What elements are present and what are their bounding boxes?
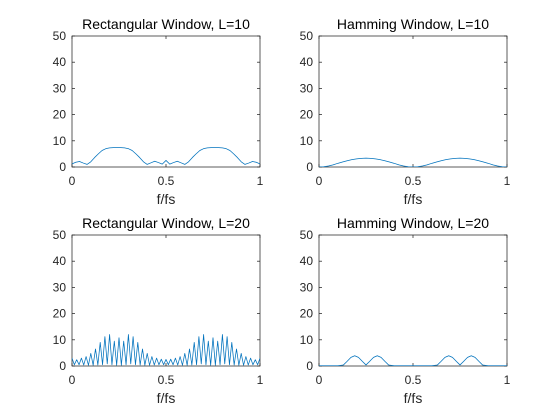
subplot-1-xlabel: f/fs	[157, 191, 176, 207]
subplot-1-ytick-label: 10	[53, 134, 67, 148]
subplot-2-ytick-label: 10	[300, 134, 314, 148]
subplot-3: 0 10 20 30 40 50 0 0.5 1 Rectangular Window, L=20…	[53, 215, 264, 406]
subplot-3-ytick-label: 20	[53, 307, 67, 321]
subplot-3-axes-frame	[71, 234, 261, 367]
subplot-1-xtick-label: 1	[257, 174, 264, 188]
subplot-4-ytick-label: 30	[300, 280, 314, 294]
subplot-2-xtick-label: 0.5	[405, 174, 422, 188]
subplot-3-ytick-label: 10	[53, 333, 67, 347]
subplot-1-series-line	[72, 147, 260, 165]
subplot-1-title: Rectangular Window, L=10	[82, 16, 250, 32]
subplot-2-title: Hamming Window, L=10	[337, 16, 489, 32]
subplot-3-ytick-label: 0	[59, 359, 66, 373]
subplot-1-ytick-label: 20	[53, 108, 67, 122]
subplot-1: 0 10 20 30 40 50 0 0.5 1 Rectangular Window, L=10…	[53, 16, 264, 207]
subplot-2-xtick-label: 1	[504, 174, 511, 188]
subplot-4-ytick-label: 0	[306, 359, 313, 373]
subplot-2-ytick-label: 30	[300, 81, 314, 95]
subplot-2-xlabel: f/fs	[404, 191, 423, 207]
subplot-4-ytick-label: 40	[300, 254, 314, 268]
subplot-2-xtick-label: 0	[316, 174, 323, 188]
subplot-2-ytick-label: 20	[300, 108, 314, 122]
subplot-4-xtick-label: 0.5	[405, 373, 422, 387]
subplot-2-ytick-label: 0	[306, 160, 313, 174]
subplot-1-axes-frame	[71, 35, 261, 168]
subplot-3-ytick-label: 40	[53, 254, 67, 268]
subplot-1-xtick-label: 0	[69, 174, 76, 188]
subplot-4-ytick-label: 50	[300, 228, 314, 242]
subplot-4-axes-frame	[318, 234, 508, 367]
subplot-2-ytick-label: 50	[300, 29, 314, 43]
subplot-4-ytick-label: 20	[300, 307, 314, 321]
subplot-3-xtick-label: 1	[257, 373, 264, 387]
subplot-4-xtick-label: 0	[316, 373, 323, 387]
subplot-4-series-line	[319, 355, 507, 366]
subplot-1-ytick-label: 0	[59, 160, 66, 174]
subplot-3-ytick-label: 50	[53, 228, 67, 242]
subplot-2: 0 10 20 30 40 50 0 0.5 1 Hamming Window, L=10 f/fs	[300, 16, 511, 207]
subplot-1-xtick-label: 0.5	[158, 174, 175, 188]
subplot-1-ytick-label: 50	[53, 29, 67, 43]
subplot-3-xtick-label: 0	[69, 373, 76, 387]
subplot-3-title: Rectangular Window, L=20	[82, 215, 250, 231]
subplot-4-ytick-label: 10	[300, 333, 314, 347]
subplot-2-axes-frame	[318, 35, 508, 168]
subplot-4-xtick-label: 1	[504, 373, 511, 387]
subplot-4: 0 10 20 30 40 50 0 0.5 1 Hamming Window, L=20 f/fs	[300, 215, 511, 406]
subplot-2-ytick-label: 40	[300, 55, 314, 69]
subplot-1-ytick-label: 30	[53, 81, 67, 95]
subplot-1-ytick-label: 40	[53, 55, 67, 69]
subplot-3-ytick-label: 30	[53, 280, 67, 294]
subplot-3-xlabel: f/fs	[157, 390, 176, 406]
subplot-4-title: Hamming Window, L=20	[337, 215, 489, 231]
subplot-3-series-line	[72, 334, 260, 366]
subplot-4-xlabel: f/fs	[404, 390, 423, 406]
subplot-2-series-line	[319, 157, 507, 167]
subplot-3-xtick-label: 0.5	[158, 373, 175, 387]
